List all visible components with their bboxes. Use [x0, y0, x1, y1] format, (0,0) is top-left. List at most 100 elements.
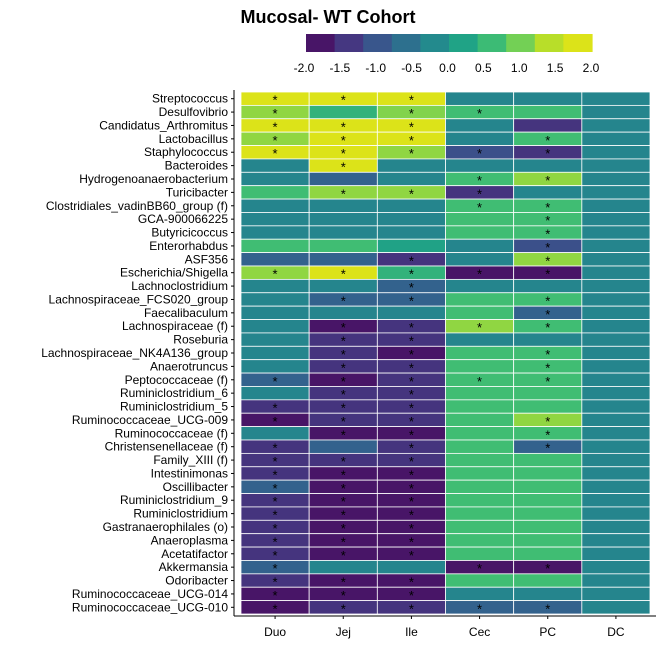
significance-marker: * — [409, 93, 414, 108]
significance-marker: * — [409, 548, 414, 563]
legend-swatch — [420, 34, 450, 52]
row-label: Lachnospiraceae_FCS020_group — [49, 292, 229, 306]
heatmap-cell — [308, 252, 378, 267]
row-label: Ruminiclostridium_6 — [120, 386, 228, 400]
row-label: Turicibacter — [166, 185, 228, 199]
heatmap-cell — [445, 345, 515, 361]
significance-marker: * — [341, 414, 346, 429]
significance-marker: * — [409, 588, 414, 603]
heatmap-cell — [445, 305, 515, 320]
heatmap-cell — [513, 452, 583, 468]
significance-marker: * — [477, 173, 482, 188]
significance-marker: * — [341, 160, 346, 175]
row-label: ASF356 — [185, 252, 229, 266]
significance-marker: * — [545, 200, 550, 215]
significance-marker: * — [341, 293, 346, 308]
significance-marker: * — [273, 481, 278, 496]
heatmap-cell — [445, 212, 515, 227]
row-label: Faecalibaculum — [144, 306, 228, 320]
legend-swatch — [334, 34, 364, 52]
row-label: Escherichia/Shigella — [120, 266, 228, 280]
heatmap-cell — [581, 305, 651, 320]
row-label: Lactobacillus — [159, 132, 228, 146]
significance-marker: * — [545, 253, 550, 268]
heatmap-cell — [513, 386, 583, 401]
heatmap-cell — [581, 399, 651, 414]
heatmap-cell — [581, 319, 651, 334]
heatmap-cell — [513, 278, 583, 294]
significance-marker: * — [409, 521, 414, 536]
heatmap-cell — [445, 118, 515, 133]
significance-marker: * — [273, 588, 278, 603]
heatmap-cell — [581, 104, 651, 120]
significance-marker: * — [273, 534, 278, 549]
significance-marker: * — [273, 575, 278, 590]
significance-marker: * — [273, 374, 278, 389]
significance-marker: * — [409, 494, 414, 509]
legend-swatch — [506, 34, 536, 52]
heatmap-cell — [581, 560, 651, 575]
legend-swatch — [477, 34, 507, 52]
significance-marker: * — [273, 401, 278, 416]
heatmap-cell — [445, 439, 515, 454]
significance-marker: * — [545, 133, 550, 148]
significance-marker: * — [273, 601, 278, 616]
significance-marker: * — [409, 427, 414, 442]
heatmap-cell — [308, 439, 378, 454]
significance-marker: * — [409, 106, 414, 121]
heatmap-cell — [445, 493, 515, 508]
significance-marker: * — [477, 320, 482, 335]
legend-swatch — [391, 34, 421, 52]
significance-marker: * — [545, 441, 550, 456]
significance-marker: * — [273, 548, 278, 563]
significance-marker: * — [545, 561, 550, 576]
heatmap-cell — [581, 145, 651, 160]
heatmap-cell — [513, 546, 583, 561]
color-legend: -2.0 -1.5 -1.0 -0.5 0.0 0.5 1.0 1.5 2.0 — [294, 34, 600, 75]
significance-marker: * — [341, 387, 346, 402]
heatmap-cell — [240, 212, 310, 227]
significance-marker: * — [409, 481, 414, 496]
significance-marker: * — [409, 253, 414, 268]
heatmap-cell — [581, 91, 651, 106]
heatmap-cell — [376, 158, 446, 173]
significance-marker: * — [409, 360, 414, 375]
row-label: Christensenellaceae (f) — [105, 440, 228, 454]
significance-marker: * — [341, 534, 346, 549]
heatmap-cell — [240, 386, 310, 401]
row-label: Ruminococcaceae_UCG-014 — [72, 587, 228, 601]
heatmap-cell — [581, 252, 651, 267]
significance-marker: * — [477, 186, 482, 201]
legend-tick-label: -2.0 — [294, 61, 315, 75]
significance-marker: * — [273, 454, 278, 469]
heatmap-cell — [513, 185, 583, 200]
heatmap-cell — [240, 158, 310, 173]
significance-marker: * — [545, 414, 550, 429]
row-label: GCA-900066225 — [138, 212, 228, 226]
legend-tick-label: 1.0 — [511, 61, 528, 75]
row-label: Gastranaerophilales (o) — [103, 520, 228, 534]
significance-marker: * — [341, 521, 346, 536]
significance-marker: * — [341, 454, 346, 469]
heatmap-cell — [581, 479, 651, 494]
heatmap-cell — [445, 399, 515, 414]
heatmap-cell — [513, 91, 583, 106]
row-label: Family_XIII (f) — [153, 453, 228, 467]
heatmap-cell — [581, 600, 651, 615]
row-label: Hydrogenoanaerobacterium — [79, 172, 228, 186]
row-label: Anaeroplasma — [151, 533, 229, 547]
significance-marker: * — [409, 454, 414, 469]
heatmap-cell — [513, 158, 583, 173]
row-labels: StreptococcusDesulfovibrioCandidatus_Art… — [41, 92, 228, 615]
significance-marker: * — [477, 267, 482, 282]
heatmap-cell — [581, 493, 651, 508]
heatmap-cell — [581, 519, 651, 535]
heatmap-cell — [513, 519, 583, 535]
column-label: Jej — [336, 625, 351, 639]
legend-tick-label: 0.5 — [475, 61, 492, 75]
significance-marker: * — [273, 93, 278, 108]
chart-title: Mucosal- WT Cohort — [241, 7, 416, 27]
heatmap-cell — [513, 399, 583, 414]
significance-marker: * — [341, 508, 346, 523]
heatmap-cell — [308, 238, 378, 254]
